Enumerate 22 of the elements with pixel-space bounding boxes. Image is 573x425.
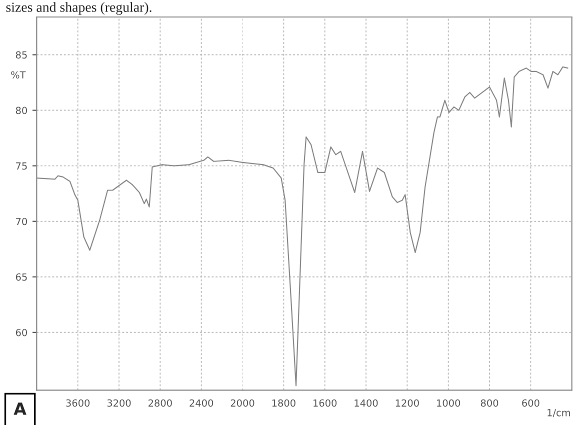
- y-tick-label: 80: [16, 106, 27, 114]
- x-tick-label: 1600: [314, 399, 337, 407]
- x-tick-label: 1800: [272, 399, 296, 407]
- x-tick-label: 1000: [437, 399, 460, 407]
- x-tick-label: 3200: [107, 399, 131, 407]
- x-tick-label: 800: [480, 399, 498, 407]
- y-tick-label: 65: [16, 273, 27, 281]
- x-tick-label: 2800: [148, 399, 172, 407]
- y-tick-label: 85: [16, 51, 27, 59]
- x-tick-label: 2000: [230, 399, 254, 407]
- x-tick-label: 600: [522, 399, 540, 407]
- x-tick-label: 1200: [396, 399, 419, 407]
- x-axis-title: 1/cm: [548, 409, 570, 418]
- y-tick-label: 75: [16, 162, 27, 170]
- x-tick-label: 1400: [354, 399, 378, 407]
- text: A: [14, 402, 26, 415]
- x-tick-label: 2400: [190, 399, 214, 407]
- y-tick-label: 70: [16, 218, 27, 226]
- y-axis-title: %T: [11, 71, 26, 79]
- text: sizes and shapes (regular).: [6, 2, 152, 15]
- x-tick-label: 3600: [66, 399, 90, 407]
- y-tick-label: 60: [16, 328, 27, 336]
